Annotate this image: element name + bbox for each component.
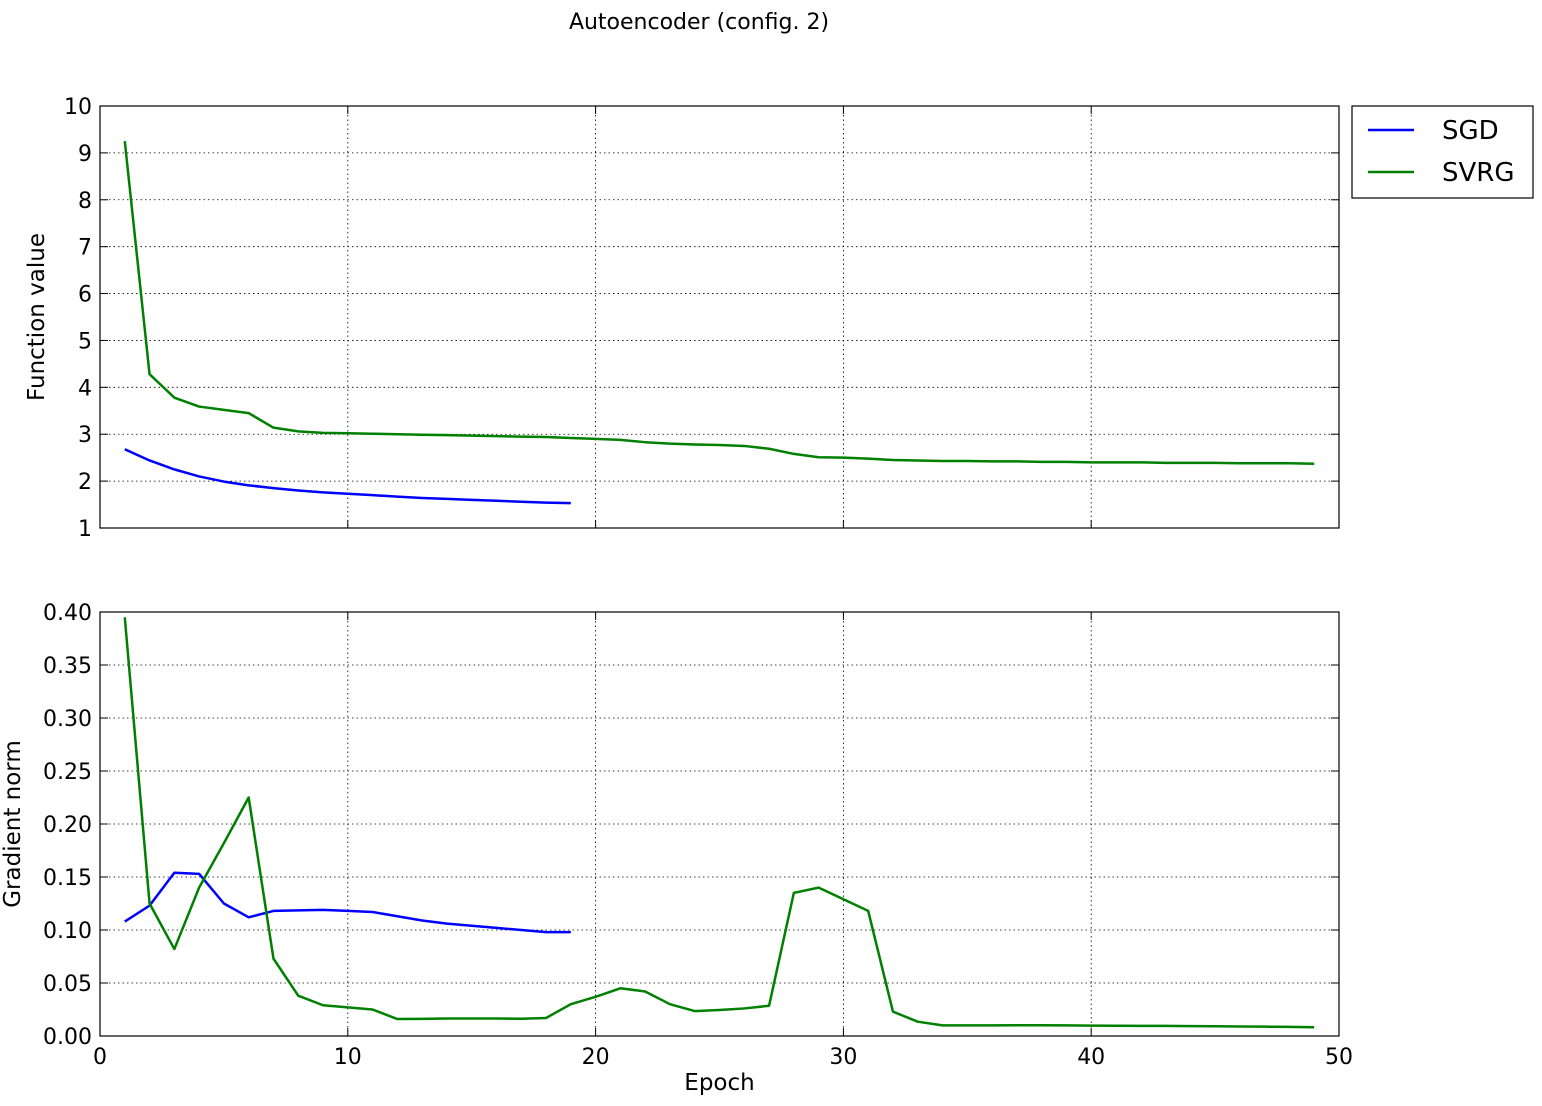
figure-title: Autoencoder (config. 2) xyxy=(569,10,829,35)
x-tick-label: 10 xyxy=(334,1045,362,1070)
y-tick-label: 0.30 xyxy=(43,707,92,732)
y-tick-label: 0.00 xyxy=(43,1025,92,1050)
legend-label-sgd: SGD xyxy=(1442,116,1499,146)
x-tick-label: 40 xyxy=(1077,1045,1105,1070)
y-tick-label: 0.40 xyxy=(43,601,92,626)
legend-label-svrg: SVRG xyxy=(1442,158,1515,188)
x-tick-label: 50 xyxy=(1325,1045,1353,1070)
y-tick-label: 0.20 xyxy=(43,813,92,838)
y-tick-label: 10 xyxy=(64,95,92,120)
legend: SGD SVRG xyxy=(1351,105,1534,199)
series-line-svrg xyxy=(123,141,1315,466)
y-tick-label: 5 xyxy=(78,329,92,354)
function-value-subplot: 1 2 3 4 5 6 7 8 9 10 Function value xyxy=(24,95,1340,542)
y-tick-label: 9 xyxy=(78,142,92,167)
y-axis-label: Gradient norm xyxy=(0,740,26,908)
gradient-norm-subplot: 0 10 20 30 40 50 0.00 0.05 0.10 0.15 0.20 0.25 0.30 0… xyxy=(0,601,1353,1096)
x-tick-label: 0 xyxy=(93,1045,107,1070)
y-tick-label: 0.05 xyxy=(43,972,92,997)
y-tick-label: 0.25 xyxy=(43,760,92,785)
y-tick-label: 1 xyxy=(78,517,92,542)
x-tick-label: 30 xyxy=(829,1045,857,1070)
series-line-sgd xyxy=(124,871,571,934)
series-line-svrg xyxy=(123,617,1315,1029)
y-tick-label: 3 xyxy=(78,423,92,448)
y-axis-label: Function value xyxy=(24,233,50,401)
y-tick-label: 2 xyxy=(78,470,92,495)
x-tick-label: 20 xyxy=(582,1045,610,1070)
y-tick-label: 0.35 xyxy=(43,654,92,679)
legend-frame xyxy=(1351,105,1534,199)
x-axis-label: Epoch xyxy=(684,1070,754,1096)
y-tick-label: 6 xyxy=(78,283,92,308)
y-tick-label: 7 xyxy=(78,236,92,261)
series-line-sgd xyxy=(124,448,571,505)
axes-frame xyxy=(99,105,1340,529)
y-tick-label: 4 xyxy=(78,376,92,401)
y-tick-label: 0.10 xyxy=(43,919,92,944)
y-tick-label: 0.15 xyxy=(43,866,92,891)
y-tick-label: 8 xyxy=(78,189,92,214)
